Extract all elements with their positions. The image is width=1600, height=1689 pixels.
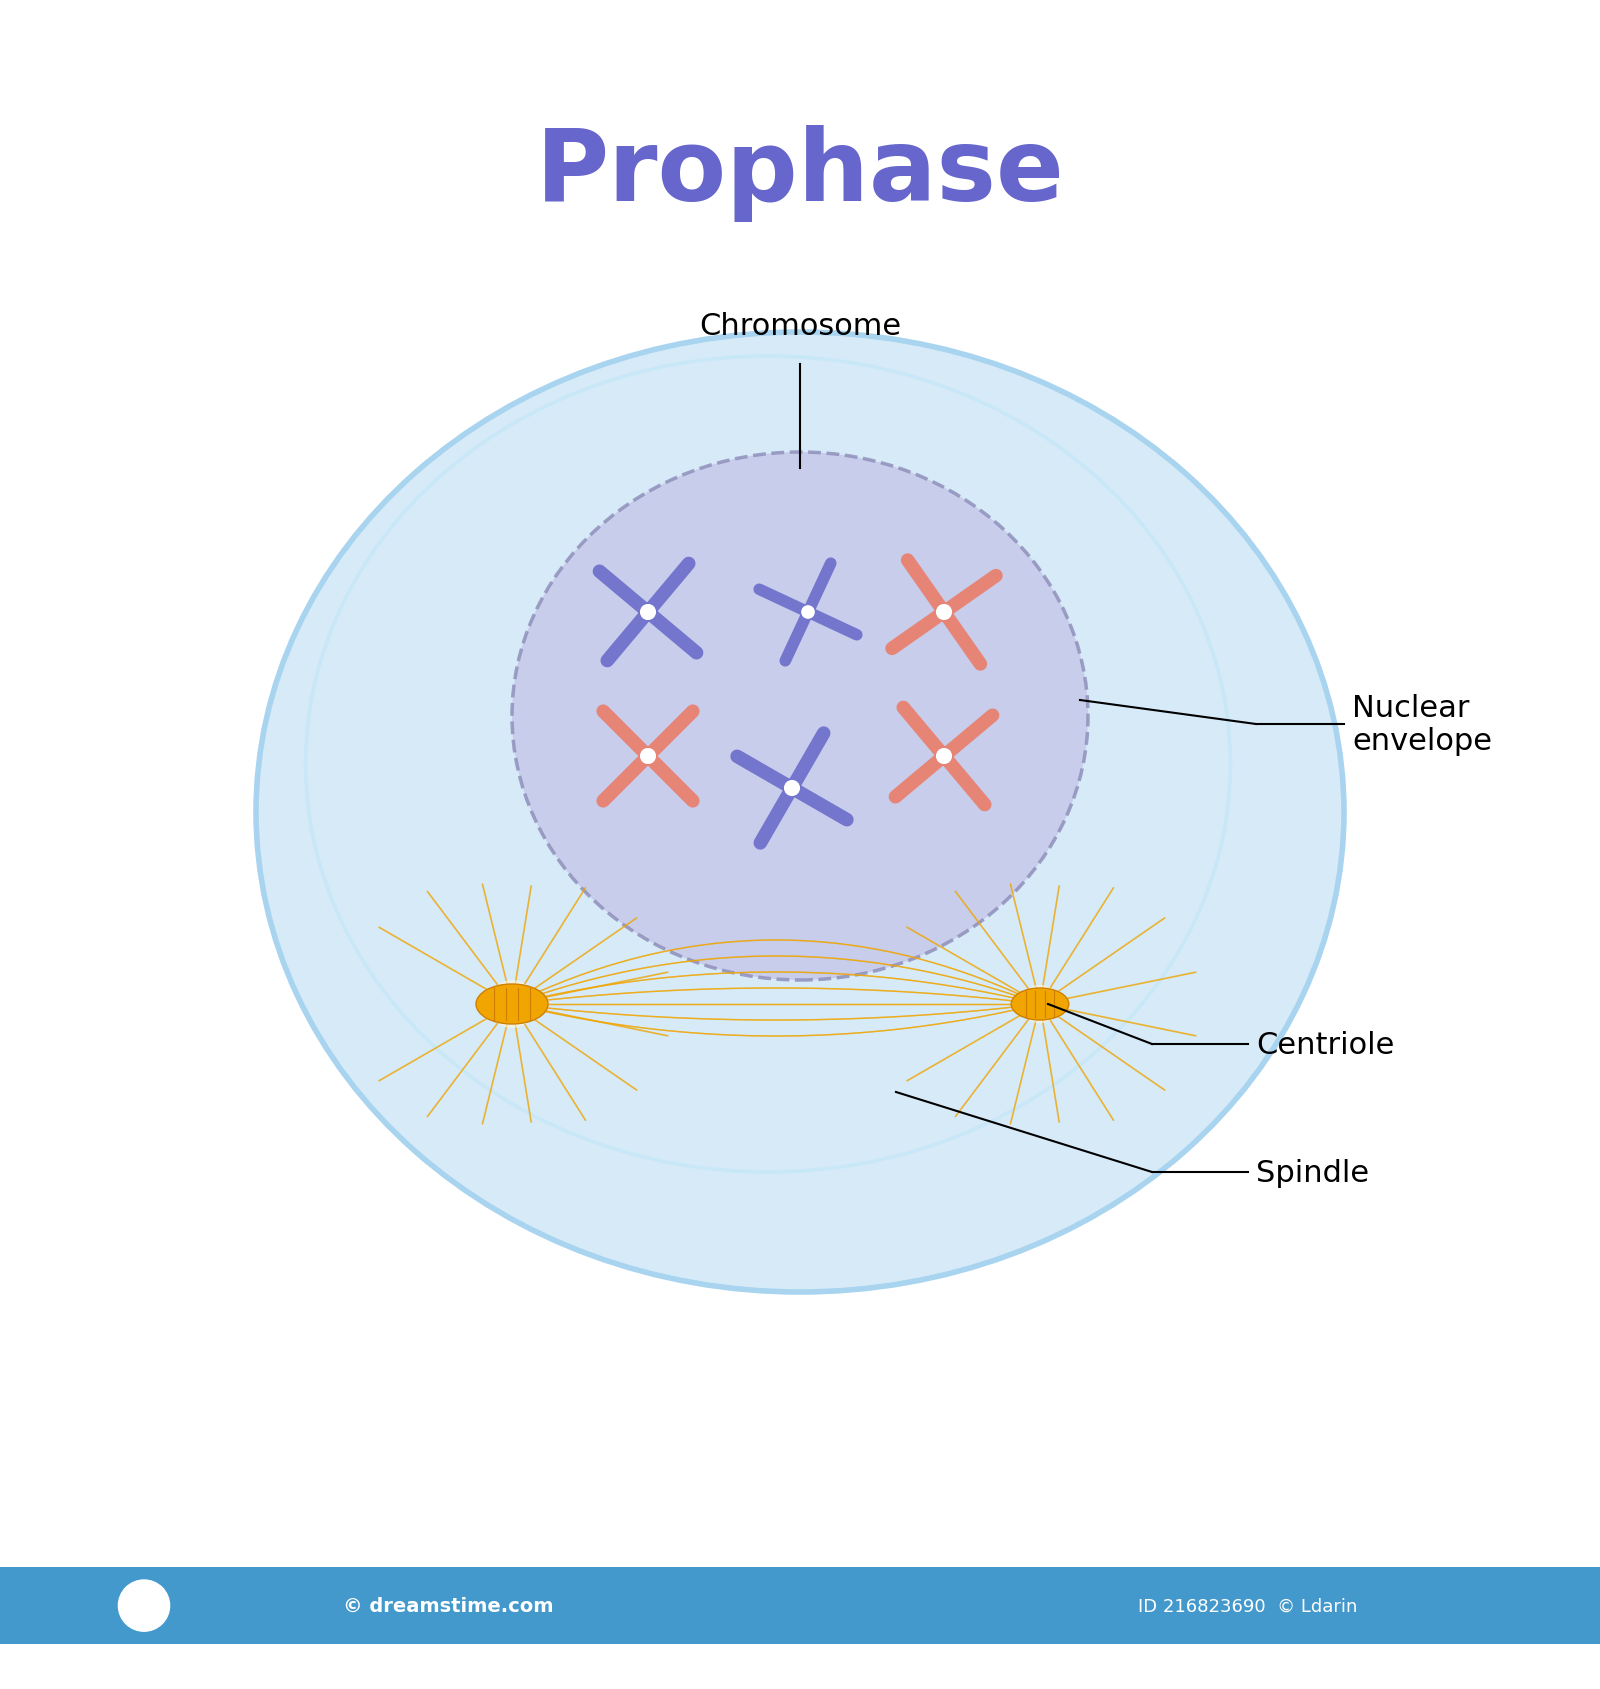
Text: ID 216823690  © Ldarin: ID 216823690 © Ldarin <box>1138 1596 1358 1615</box>
Circle shape <box>118 1581 170 1632</box>
Ellipse shape <box>477 985 547 1025</box>
Ellipse shape <box>1011 988 1069 1020</box>
Circle shape <box>640 748 656 765</box>
Circle shape <box>1021 985 1059 1024</box>
Text: Centriole: Centriole <box>1256 1030 1394 1059</box>
Text: © dreamstime.com: © dreamstime.com <box>342 1596 554 1615</box>
Circle shape <box>802 606 814 620</box>
Bar <box>0 1567 1600 1643</box>
Ellipse shape <box>512 453 1088 980</box>
Text: Nuclear
envelope: Nuclear envelope <box>1352 692 1491 757</box>
Circle shape <box>488 980 536 1029</box>
Ellipse shape <box>256 333 1344 1292</box>
Text: Spindle: Spindle <box>1256 1159 1370 1187</box>
Text: Prophase: Prophase <box>536 125 1064 221</box>
Text: Chromosome: Chromosome <box>699 312 901 341</box>
Circle shape <box>936 748 952 765</box>
Circle shape <box>640 605 656 620</box>
Circle shape <box>936 605 952 620</box>
Circle shape <box>784 780 800 797</box>
